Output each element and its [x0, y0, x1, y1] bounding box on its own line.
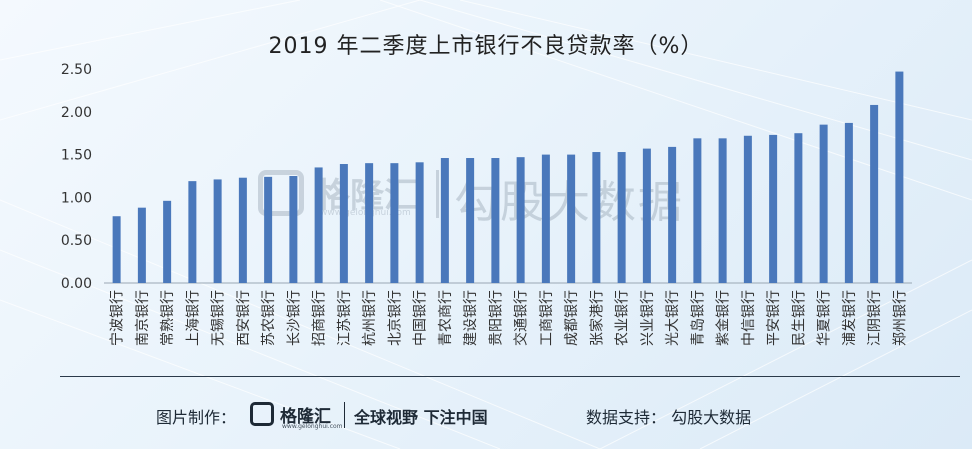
bar — [895, 71, 904, 284]
x-tick-label: 浦发银行 — [842, 290, 858, 346]
bar — [743, 135, 752, 283]
x-tick-label: 光大银行 — [665, 290, 681, 346]
bar — [491, 158, 500, 283]
data-support: 数据支持： 勾股大数据 — [586, 408, 752, 427]
bar — [718, 138, 727, 283]
x-tick-label: 杭州银行 — [362, 290, 378, 346]
footer-logo-url: www.gelonghui.com — [282, 423, 343, 430]
bar — [592, 152, 601, 283]
bar — [264, 176, 273, 283]
y-tick-label: 0.50 — [61, 233, 92, 249]
bar — [567, 154, 576, 283]
x-tick-label: 华夏银行 — [817, 290, 833, 346]
bar — [339, 164, 348, 283]
bar — [314, 167, 323, 283]
x-tick-label: 成都银行 — [564, 290, 580, 346]
x-tick-label: 建设银行 — [463, 290, 479, 346]
x-tick-label: 招商银行 — [312, 290, 328, 346]
y-tick-label: 1.00 — [61, 190, 92, 206]
bar — [693, 138, 702, 283]
x-tick-label: 江阴银行 — [867, 290, 883, 346]
x-tick-label: 交通银行 — [513, 290, 530, 346]
footer-separator — [344, 402, 345, 428]
bar — [870, 104, 879, 284]
bar — [390, 163, 399, 283]
bar — [668, 146, 677, 283]
bar — [415, 162, 424, 283]
bar — [541, 154, 550, 283]
bar — [163, 200, 172, 283]
y-tick-label: 2.50 — [61, 62, 92, 78]
bar — [617, 152, 626, 283]
x-tick-label: 紫金银行 — [716, 290, 732, 346]
bar — [440, 158, 449, 283]
x-tick-label: 兴业银行 — [640, 290, 656, 346]
x-tick-label: 南京银行 — [135, 290, 151, 346]
x-tick-label: 贵阳银行 — [488, 290, 504, 346]
y-tick-label: 1.50 — [61, 148, 92, 164]
x-tick-label: 无锡银行 — [211, 290, 227, 346]
x-tick-label: 苏农银行 — [261, 290, 277, 346]
bar — [137, 207, 146, 283]
bar — [238, 177, 247, 283]
x-tick-label: 郑州银行 — [892, 290, 908, 346]
bar — [188, 181, 197, 283]
gelonghui-logo-icon — [250, 402, 274, 426]
x-tick-label: 张家港行 — [588, 290, 605, 346]
footer-logo-text: 格隆汇 — [280, 407, 331, 427]
bar — [112, 216, 121, 283]
x-tick-label: 江苏银行 — [337, 290, 353, 346]
bar — [794, 133, 803, 283]
x-tick-label: 平安银行 — [766, 290, 782, 346]
bar — [466, 158, 475, 283]
y-tick-label: 2.00 — [61, 105, 92, 121]
x-tick-label: 青岛银行 — [690, 290, 706, 346]
x-tick-label: 中信银行 — [741, 290, 757, 346]
x-tick-label: 北京银行 — [387, 290, 403, 346]
x-tick-label: 上海银行 — [185, 290, 201, 346]
x-tick-label: 常熟银行 — [160, 290, 176, 346]
bar — [642, 148, 651, 283]
bar — [819, 124, 828, 283]
bar — [289, 176, 298, 283]
bar — [769, 134, 778, 283]
bar — [844, 122, 853, 283]
chart-title: 2019 年二季度上市银行不良贷款率（%） — [268, 34, 704, 59]
footer: 图片制作： 格隆汇 www.gelonghui.com 全球视野 下注中国 数据… — [0, 396, 972, 436]
footer-divider — [60, 376, 960, 377]
x-tick-label: 民生银行 — [791, 290, 807, 346]
bar — [516, 157, 525, 283]
x-tick-label: 青农商行 — [438, 290, 454, 346]
x-tick-label: 长沙银行 — [286, 290, 302, 346]
made-by-label: 图片制作： — [156, 408, 237, 427]
y-tick-label: 0.00 — [61, 276, 92, 292]
x-tick-label: 农业银行 — [615, 290, 631, 346]
x-tick-label: 西安银行 — [236, 290, 252, 346]
bar — [365, 163, 374, 283]
bar — [213, 179, 222, 283]
x-tick-label: 中国银行 — [413, 290, 429, 346]
footer-slogan: 全球视野 下注中国 — [354, 408, 488, 427]
x-tick-label: 宁波银行 — [109, 290, 126, 346]
x-tick-label: 工商银行 — [539, 290, 555, 346]
